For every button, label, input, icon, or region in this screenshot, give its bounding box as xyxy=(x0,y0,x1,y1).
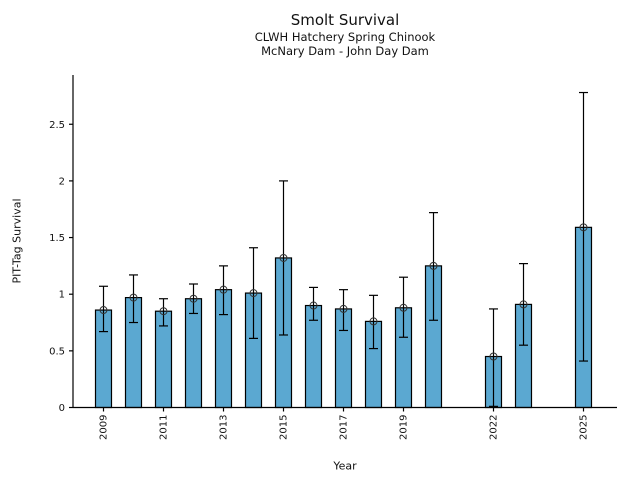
x-tick-label-2025: 2025 xyxy=(579,415,590,440)
point-marker-2019 xyxy=(399,303,408,312)
bar-2012 xyxy=(184,298,203,409)
x-tick-label-2017: 2017 xyxy=(339,415,350,440)
x-tick-label-2015: 2015 xyxy=(279,415,290,440)
y-axis-label: PIT-Tag Survival xyxy=(10,198,24,284)
point-marker-2009 xyxy=(99,306,108,315)
ticks-group: 0 0.5 1 1.5 2 2.5 2009 2011 2013 2015 2017 2019 2022… xyxy=(49,120,589,440)
x-axis-label: Year xyxy=(333,459,357,473)
x-tick-label-2022: 2022 xyxy=(489,415,500,440)
errorbars-group xyxy=(99,91,588,407)
point-marker-2013 xyxy=(219,285,228,294)
point-marker-2022 xyxy=(489,352,498,361)
y-tick-label-2: 2 xyxy=(59,176,65,187)
y-tick-label-1.5: 1.5 xyxy=(49,233,65,244)
point-marker-2011 xyxy=(159,307,168,316)
y-tick-label-0.5: 0.5 xyxy=(49,346,65,357)
title-block: Smolt Survival CLWH Hatchery Spring Chin… xyxy=(73,11,617,58)
point-marker-2015 xyxy=(279,253,288,262)
y-tick-label-0: 0 xyxy=(59,403,65,414)
x-tick-label-2019: 2019 xyxy=(399,415,410,440)
point-marker-2012 xyxy=(189,294,198,303)
point-marker-2017 xyxy=(339,304,348,313)
x-tick-label-2009: 2009 xyxy=(99,415,110,440)
x-tick-label-2013: 2013 xyxy=(219,415,230,440)
chart-subtitle-reach: McNary Dam - John Day Dam xyxy=(261,44,429,58)
point-marker-2023 xyxy=(519,300,528,309)
point-marker-2010 xyxy=(129,293,138,302)
point-marker-2020 xyxy=(429,261,438,270)
y-tick-label-2.5: 2.5 xyxy=(49,120,65,131)
y-tick-label-1: 1 xyxy=(59,290,65,301)
point-marker-2025 xyxy=(579,223,588,232)
chart-subtitle-stock: CLWH Hatchery Spring Chinook xyxy=(254,30,436,44)
chart-title: Smolt Survival xyxy=(290,11,400,29)
x-tick-label-2011: 2011 xyxy=(159,415,170,440)
point-marker-2018 xyxy=(369,317,378,326)
point-marker-2014 xyxy=(249,289,258,298)
point-marker-2016 xyxy=(309,301,318,310)
